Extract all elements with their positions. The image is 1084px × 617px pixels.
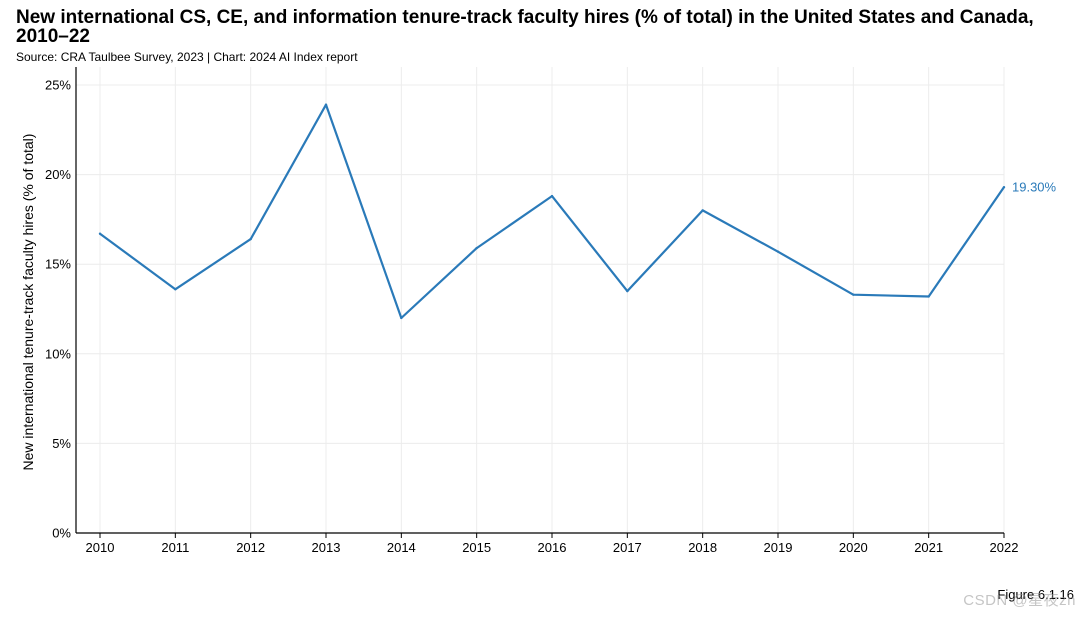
data-point bbox=[626, 289, 629, 293]
data-point bbox=[174, 288, 177, 291]
x-tick-label: 2013 bbox=[312, 540, 341, 555]
chart-source: Source: CRA Taulbee Survey, 2023 | Chart… bbox=[16, 50, 358, 64]
x-tick-label: 2021 bbox=[914, 540, 943, 555]
data-point bbox=[249, 237, 252, 241]
data-point bbox=[400, 316, 403, 320]
data-point bbox=[927, 295, 930, 298]
data-point bbox=[701, 209, 704, 212]
series-lines bbox=[98, 103, 1006, 320]
data-point bbox=[475, 246, 478, 250]
data-point bbox=[98, 232, 102, 235]
x-tick-label: 2017 bbox=[613, 540, 642, 555]
x-tick-label: 2015 bbox=[462, 540, 491, 555]
x-tick-label: 2022 bbox=[990, 540, 1019, 555]
x-axis: 2010 2011 2012 2013 2014 2015 2016 2017 2018 2019… bbox=[76, 532, 1019, 555]
y-tick-label: 15% bbox=[45, 257, 71, 272]
y-tick-label: 5% bbox=[52, 436, 71, 451]
x-tick-label: 2014 bbox=[387, 540, 416, 555]
y-axis: 0% 5% 10% 15% 20% 25% bbox=[45, 67, 77, 541]
gridlines bbox=[76, 67, 1005, 533]
x-tick-label: 2018 bbox=[688, 540, 717, 555]
x-tick-label: 2011 bbox=[161, 540, 189, 555]
data-point bbox=[550, 194, 554, 198]
watermark: CSDN @星夜zn bbox=[963, 592, 1076, 609]
data-point bbox=[852, 293, 855, 296]
x-tick-label: 2020 bbox=[839, 540, 868, 555]
data-point bbox=[324, 103, 328, 106]
data-point bbox=[776, 250, 780, 253]
y-tick-label: 20% bbox=[45, 167, 71, 182]
chart-title: New international CS, CE, and informatio… bbox=[16, 7, 1034, 47]
y-tick-label: 0% bbox=[52, 526, 71, 541]
x-tick-label: 2010 bbox=[86, 540, 115, 555]
end-value-label: 19.30% bbox=[1012, 180, 1057, 195]
figure-label: Figure 6.1.16 bbox=[997, 587, 1074, 602]
y-tick-label: 25% bbox=[45, 78, 71, 93]
x-tick-label: 2019 bbox=[764, 540, 793, 555]
data-point bbox=[1002, 185, 1006, 189]
x-tick-label: 2016 bbox=[538, 540, 567, 555]
y-tick-label: 10% bbox=[45, 346, 71, 361]
x-tick-label: 2012 bbox=[236, 540, 265, 555]
y-axis-title: New international tenure-track faculty h… bbox=[20, 134, 36, 471]
